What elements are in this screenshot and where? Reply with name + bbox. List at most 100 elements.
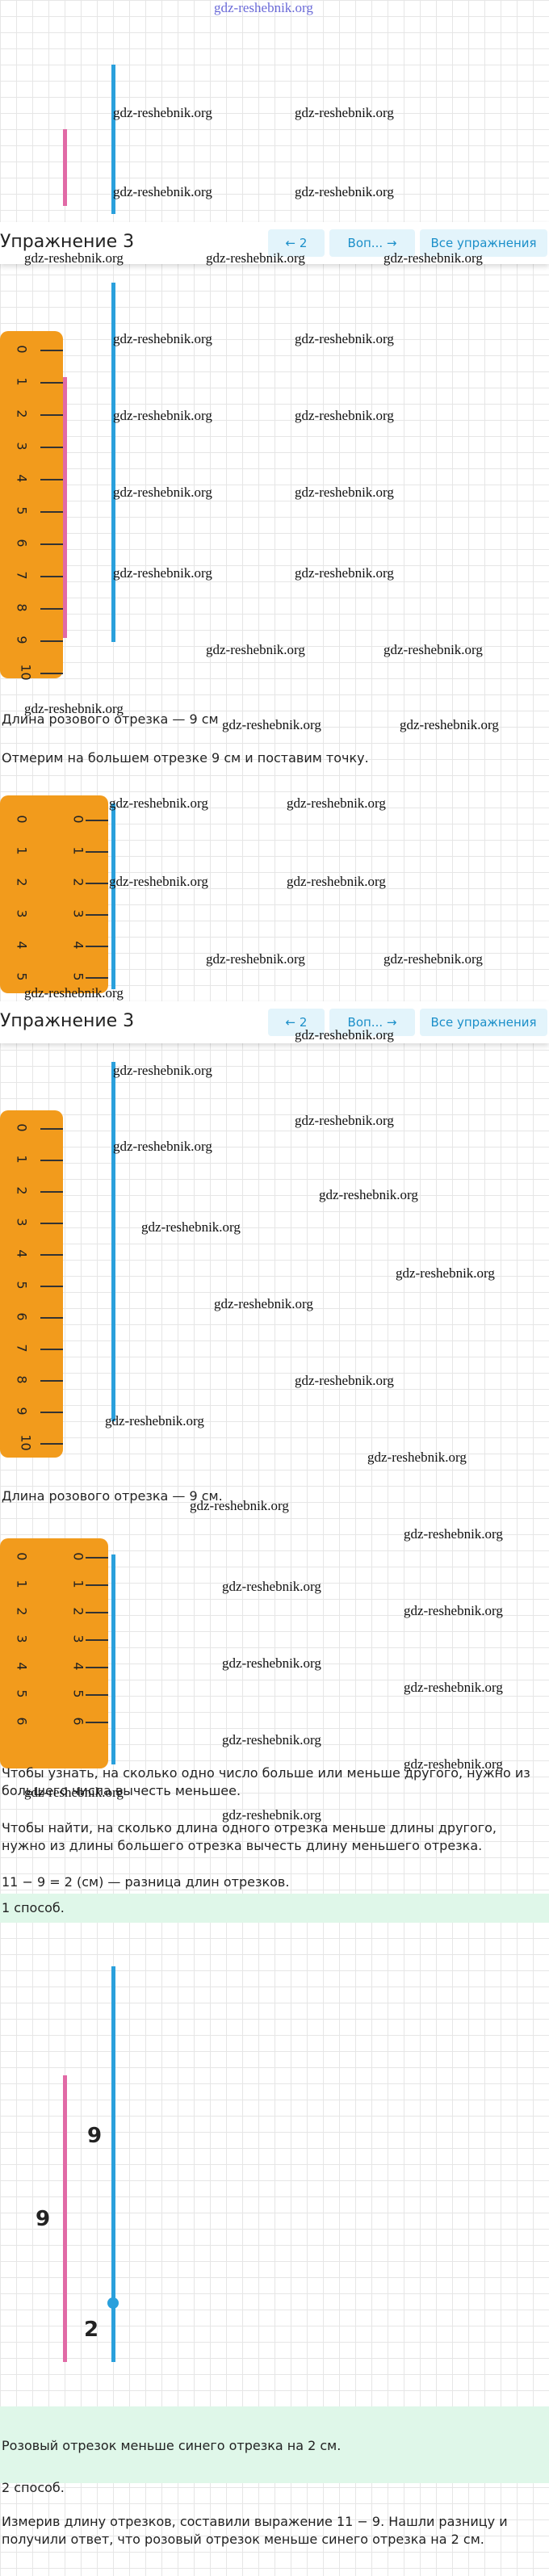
method-band: [0, 1894, 549, 1923]
ruler-tick: [86, 883, 108, 884]
watermark: gdz-reshebnik.org: [113, 331, 212, 346]
watermark: gdz-reshebnik.org: [383, 642, 483, 657]
diagram-label: 9: [36, 2207, 51, 2231]
ruler-number: 2: [14, 1186, 30, 1195]
question-label[interactable]: Воп...: [347, 1015, 383, 1030]
ruler-tick: [86, 1584, 108, 1586]
watermark: gdz-reshebnik.org: [109, 795, 208, 811]
ruler: [0, 331, 63, 678]
method-label: 2 способ.: [2, 2480, 65, 2495]
ruler-tick: [86, 977, 108, 979]
ruler-tick: [86, 851, 108, 853]
ruler-number: 1: [14, 1155, 30, 1164]
watermark: gdz-reshebnik.org: [222, 1732, 321, 1747]
text: Длина розового отрезка — 9 см: [2, 711, 219, 727]
question-label[interactable]: Воп...: [347, 236, 383, 250]
ruler-number: 6: [14, 1312, 30, 1321]
ruler-number: 2: [70, 878, 86, 887]
ruler-tick: [86, 820, 108, 821]
blue-segment: [111, 1966, 115, 2362]
watermark: gdz-reshebnik.org: [404, 1603, 503, 1618]
watermark: gdz-reshebnik.org: [287, 795, 386, 811]
ruler-tick: [40, 543, 63, 545]
ruler-number: 1: [70, 846, 86, 855]
watermark: gdz-reshebnik.org: [222, 1807, 321, 1823]
watermark: gdz-reshebnik.org: [206, 642, 305, 657]
watermark: gdz-reshebnik.org: [287, 874, 386, 889]
pink-segment: [63, 377, 67, 638]
ruler-number: 4: [70, 1662, 86, 1671]
watermark: gdz-reshebnik.org: [295, 1113, 394, 1128]
ruler-tick: [40, 1443, 63, 1445]
ruler-number: 10: [18, 664, 34, 681]
ruler-tick: [40, 640, 63, 642]
watermark: gdz-reshebnik.org: [214, 1296, 313, 1311]
method-label: 1 способ.: [2, 1900, 65, 1915]
all-exercises-button[interactable]: Все упражнения: [420, 1009, 547, 1036]
ruler-tick: [40, 1160, 63, 1161]
watermark: gdz-reshebnik.org: [295, 331, 394, 346]
prev-button[interactable]: ← 2: [268, 229, 325, 257]
prev-number[interactable]: 2: [299, 236, 308, 250]
ruler-number: 9: [14, 636, 30, 644]
blue-segment: [111, 283, 115, 642]
ruler-number: 5: [14, 1689, 30, 1698]
ruler-number: 10: [18, 1434, 34, 1451]
blue-segment: [111, 1062, 115, 1421]
watermark: gdz-reshebnik.org: [113, 485, 212, 500]
watermark: gdz-reshebnik.org: [105, 1413, 204, 1429]
watermark: gdz-reshebnik.org: [190, 1498, 289, 1513]
watermark: gdz-reshebnik.org: [109, 874, 208, 889]
site-logo[interactable]: gdz-reshebnik.org: [214, 0, 313, 15]
watermark: gdz-reshebnik.org: [295, 408, 394, 423]
blue-segment: [111, 803, 115, 989]
watermark: gdz-reshebnik.org: [295, 1027, 394, 1043]
prev-number[interactable]: 2: [299, 1015, 308, 1030]
ruler-number: 0: [70, 815, 86, 824]
watermark: gdz-reshebnik.org: [396, 1265, 495, 1281]
ruler-number: 9: [14, 1407, 30, 1416]
ruler-tick: [40, 382, 63, 384]
ruler-number: 8: [14, 603, 30, 612]
ruler-number: 4: [14, 941, 30, 950]
ruler-tick: [40, 479, 63, 480]
ruler-number: 2: [70, 1607, 86, 1616]
ruler-number: 1: [14, 1580, 30, 1588]
ruler-tick: [86, 1722, 108, 1723]
exercise-title: Упражнение 3: [0, 1011, 135, 1031]
pink-segment: [63, 129, 67, 206]
answer-band: [0, 2406, 549, 2483]
ruler-number: 6: [70, 1717, 86, 1726]
question-button[interactable]: Воп... →: [329, 1009, 415, 1036]
ruler-number: 3: [14, 1218, 30, 1227]
ruler-number: 0: [14, 1552, 30, 1561]
watermark: gdz-reshebnik.org: [113, 1063, 212, 1078]
ruler-tick: [40, 1317, 63, 1319]
watermark: gdz-reshebnik.org: [404, 1756, 503, 1772]
watermark: gdz-reshebnik.org: [295, 1373, 394, 1388]
ruler-tick: [86, 1694, 108, 1696]
watermark: gdz-reshebnik.org: [24, 985, 124, 1001]
watermark: gdz-reshebnik.org: [404, 1680, 503, 1695]
ruler-tick: [86, 1612, 108, 1613]
text: Чтобы найти, на сколько длина одного отр…: [2, 1820, 497, 1853]
ruler-number: 1: [70, 1580, 86, 1588]
watermark: gdz-reshebnik.org: [113, 565, 212, 581]
answer-text: Розовый отрезок меньше синего отрезка на…: [2, 2438, 342, 2453]
ruler-tick: [40, 511, 63, 513]
ruler-number: 7: [14, 571, 30, 580]
all-exercises-button[interactable]: Все упражнения: [420, 229, 547, 257]
ruler-number: 8: [14, 1375, 30, 1384]
blue-segment: [111, 65, 115, 214]
ruler-number: 5: [14, 506, 30, 515]
question-button[interactable]: Воп... →: [329, 229, 415, 257]
prev-button[interactable]: ← 2: [268, 1009, 325, 1036]
ruler-tick: [40, 1349, 63, 1350]
ruler-number: 3: [14, 909, 30, 918]
ruler-tick: [40, 1191, 63, 1193]
ruler-number: 3: [14, 442, 30, 451]
watermark: gdz-reshebnik.org: [206, 951, 305, 967]
text: Измерив длину отрезков, составили выраже…: [2, 2514, 508, 2547]
ruler-number: 6: [14, 1717, 30, 1726]
